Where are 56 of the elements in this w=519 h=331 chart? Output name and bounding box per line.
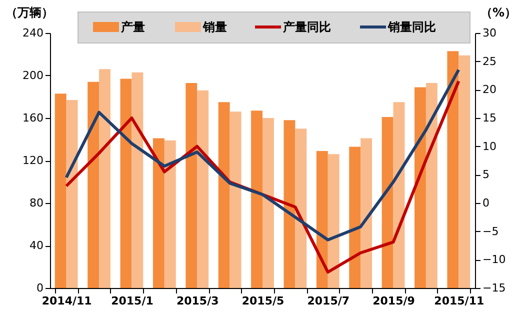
bar <box>186 82 198 288</box>
bar <box>316 150 328 288</box>
y2-tick-label: −5 <box>482 224 499 238</box>
bar <box>88 82 100 288</box>
line-series <box>64 68 460 242</box>
bar <box>349 146 361 288</box>
bar <box>426 82 438 288</box>
bar <box>447 51 459 288</box>
x-tick-label: 2015/5 <box>242 294 284 308</box>
bar <box>164 140 176 288</box>
y-axis-title: （万辆） <box>6 6 54 20</box>
y2-tick-label: 5 <box>482 168 490 182</box>
legend-label: 产量同比 <box>282 20 331 34</box>
y2-tick-label: 30 <box>482 26 496 40</box>
y-tick-label: 160 <box>22 112 44 124</box>
bar <box>99 69 110 288</box>
y2-tick-label: 0 <box>482 196 490 210</box>
bar <box>132 72 144 288</box>
legend-label: 产量 <box>120 20 145 34</box>
x-tick-label: 2015/7 <box>307 294 350 308</box>
x-tick-label: 2015/11 <box>434 294 484 308</box>
x-tick-label: 2015/1 <box>111 294 154 308</box>
y2-tick-label: −15 <box>482 282 506 294</box>
y-tick-label: 120 <box>22 154 44 167</box>
bar <box>197 90 209 288</box>
y-tick-label: 200 <box>22 69 44 82</box>
legend-label: 销量同比 <box>387 20 436 34</box>
x-tick-label: 2015/9 <box>372 294 415 308</box>
y2-tick-label: 10 <box>482 140 496 153</box>
y2-tick-label: −10 <box>482 253 506 266</box>
y2-tick-label: 15 <box>482 112 496 124</box>
bar <box>382 116 394 288</box>
x-tick-label: 2014/11 <box>42 294 92 308</box>
bar <box>218 102 230 288</box>
y2-tick-label: 25 <box>482 54 496 68</box>
y2-tick-label: 20 <box>482 83 496 96</box>
y-tick-label: 240 <box>22 26 44 40</box>
bar <box>230 112 242 288</box>
bar <box>284 120 296 288</box>
bar <box>66 100 78 288</box>
bar <box>54 94 66 288</box>
legend-label: 销量 <box>202 20 227 34</box>
x-tick-label: 2015/3 <box>176 294 219 308</box>
bar <box>152 138 164 288</box>
y-tick-label: 40 <box>30 239 44 252</box>
bar <box>262 118 274 288</box>
bar <box>251 110 262 288</box>
bar <box>414 87 426 288</box>
bar <box>328 154 340 288</box>
bar <box>360 138 372 288</box>
bar <box>295 128 307 288</box>
y-tick-label: 80 <box>30 196 44 210</box>
bar <box>120 78 132 288</box>
bar <box>458 55 470 288</box>
y2-axis-title: （%） <box>480 6 517 20</box>
y-tick-label: 0 <box>36 282 44 294</box>
